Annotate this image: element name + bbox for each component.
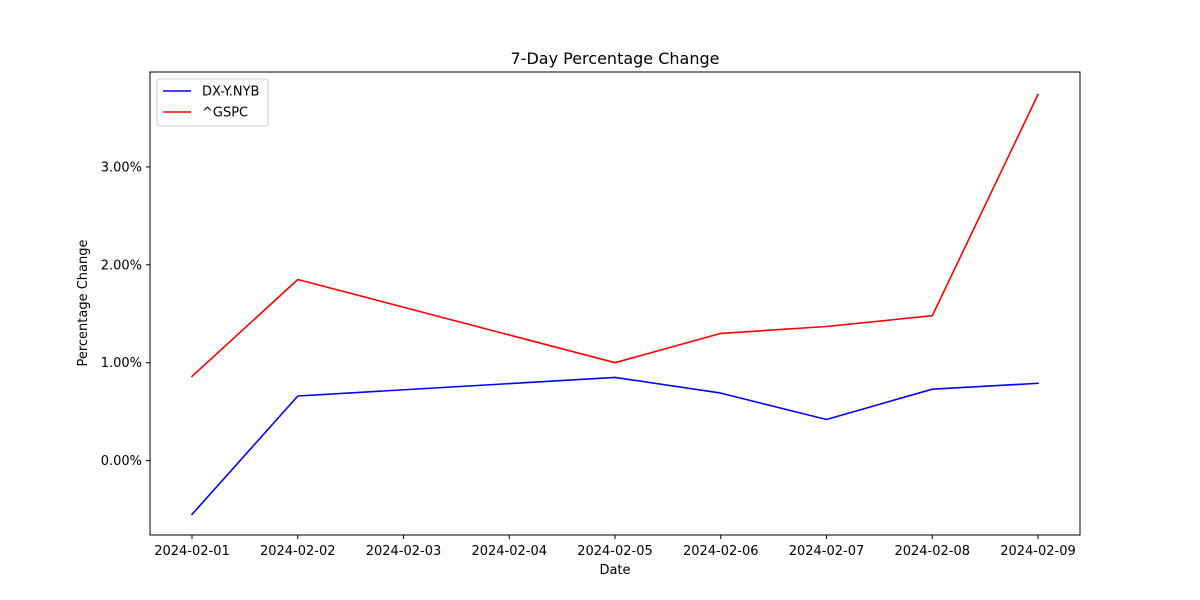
x-axis-label: Date — [599, 563, 630, 578]
x-tick-label: 2024-02-01 — [154, 544, 230, 559]
legend-label-0: DX-Y.NYB — [202, 85, 259, 100]
y-tick-label: 0.00% — [101, 454, 142, 469]
x-tick-label: 2024-02-04 — [471, 544, 547, 559]
chart-title: 7-Day Percentage Change — [511, 49, 720, 68]
x-tick-label: 2024-02-05 — [577, 544, 653, 559]
plot-area — [190, 93, 1040, 516]
x-axis: 2024-02-01 2024-02-02 2024-02-03 2024-02-04… — [154, 535, 1076, 559]
x-tick-label: 2024-02-08 — [894, 544, 970, 559]
x-tick-label: 2024-02-07 — [789, 544, 865, 559]
x-tick-label: 2024-02-03 — [366, 544, 442, 559]
legend-label-1: ^GSPC — [202, 106, 248, 121]
y-tick-label: 2.00% — [101, 258, 142, 273]
x-tick-label: 2024-02-09 — [1000, 544, 1076, 559]
x-tick-label: 2024-02-02 — [260, 544, 336, 559]
y-tick-label: 1.00% — [101, 356, 142, 371]
y-axis-label: Percentage Change — [76, 239, 91, 366]
legend: DX-Y.NYB ^GSPC — [156, 78, 269, 127]
y-tick-label: 3.00% — [101, 160, 142, 175]
y-axis: 0.00% 1.00% 2.00% 3.00% — [101, 160, 150, 469]
x-tick-label: 2024-02-06 — [683, 544, 759, 559]
series-line-1 — [190, 93, 1040, 378]
series-line-0 — [190, 376, 1039, 516]
